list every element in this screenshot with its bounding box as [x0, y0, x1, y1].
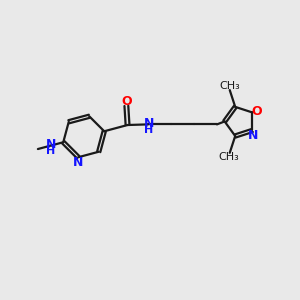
Text: N: N	[45, 138, 56, 151]
Text: CH₃: CH₃	[219, 152, 239, 162]
Text: H: H	[144, 125, 153, 135]
Text: N: N	[143, 117, 154, 130]
Text: N: N	[73, 156, 83, 169]
Text: N: N	[248, 129, 258, 142]
Text: O: O	[121, 95, 132, 108]
Text: H: H	[46, 146, 55, 156]
Text: O: O	[252, 105, 262, 118]
Text: CH₃: CH₃	[220, 81, 240, 91]
